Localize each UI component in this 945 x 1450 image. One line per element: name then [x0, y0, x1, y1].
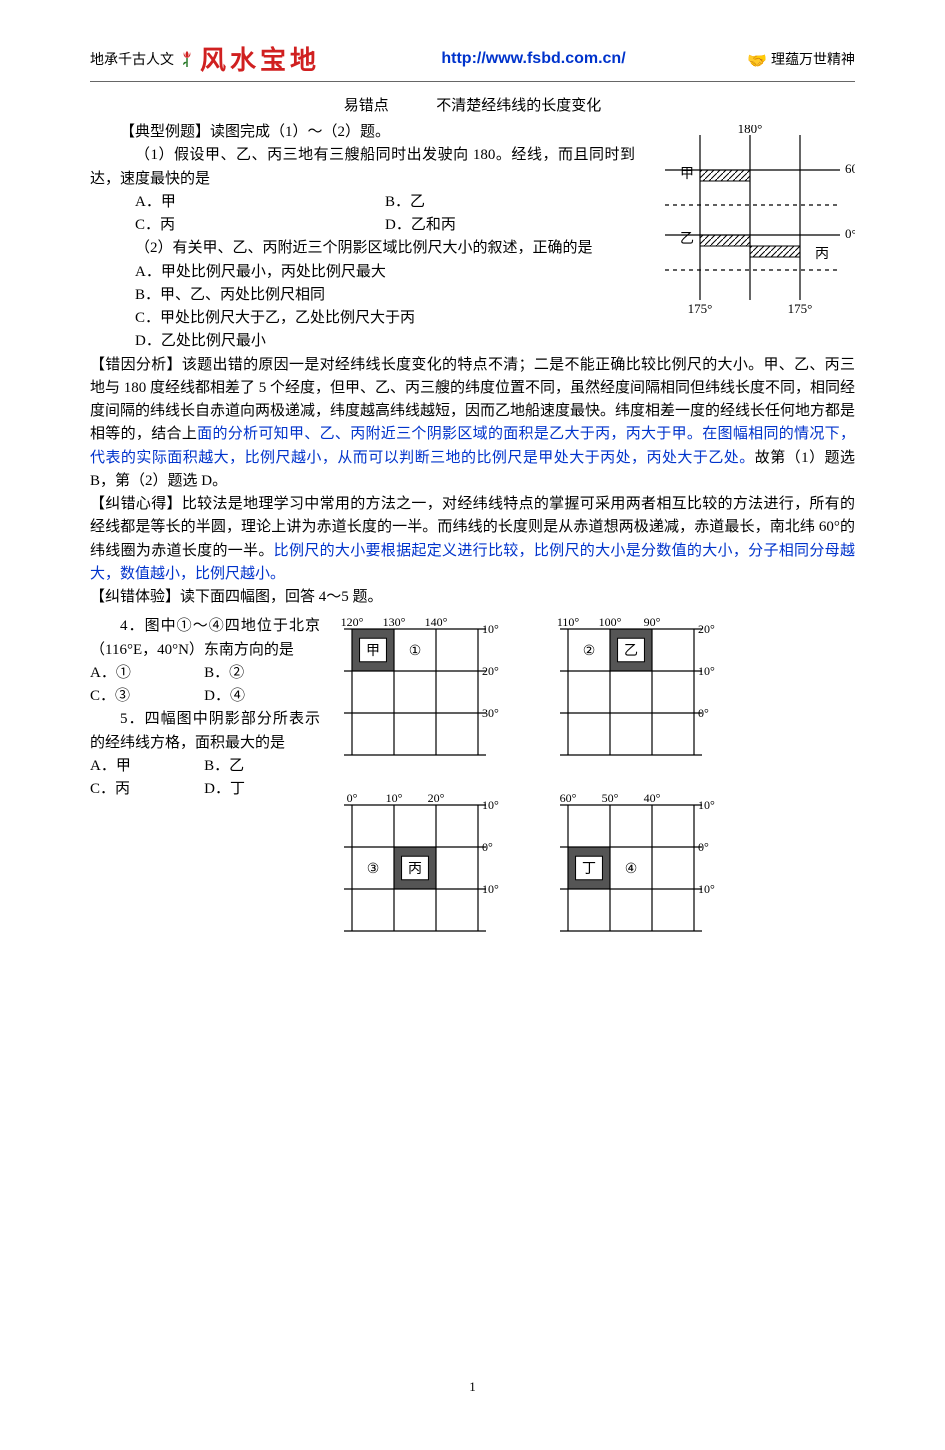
- header-left: 地承千古人文 风水宝地: [90, 40, 320, 77]
- svg-text:110°: 110°: [557, 615, 580, 629]
- mini-chart-c: 0° 10° 20° 10° 0° 10° 丙 ③: [332, 791, 508, 937]
- svg-text:②: ②: [583, 644, 596, 659]
- q2-opt-b: B．甲、乙、丙处比例尺相同: [90, 284, 635, 307]
- mini-chart-a: 120° 130° 140° 10° 20° 30° 甲 ①: [332, 615, 508, 761]
- svg-text:50°: 50°: [602, 791, 619, 805]
- fig1-lat-0: 0°: [845, 226, 855, 241]
- tulip-icon: [180, 49, 194, 69]
- header-right-group: 🤝 理蕴万世精神: [747, 49, 855, 69]
- header-url: http://www.fsbd.com.cn/: [441, 50, 625, 68]
- fig1-label-yi: 乙: [680, 231, 694, 247]
- analysis-label: 【错因分析】: [90, 357, 182, 373]
- handshake-icon: 🤝: [747, 51, 767, 67]
- q2-opt-a: A．甲处比例尺最小，丙处比例尺最大: [90, 261, 635, 284]
- svg-text:120°: 120°: [341, 615, 364, 629]
- svg-text:10°: 10°: [698, 664, 715, 678]
- q4-opt-c: C．③: [90, 685, 200, 708]
- q4-opts-row2: C．③ D．④: [90, 685, 320, 708]
- svg-text:60°: 60°: [560, 791, 577, 805]
- svg-text:0°: 0°: [482, 840, 493, 854]
- q4-opt-d: D．④: [204, 685, 314, 708]
- svg-text:10°: 10°: [482, 622, 499, 636]
- page-number: 1: [90, 1377, 855, 1397]
- svg-text:10°: 10°: [698, 798, 715, 812]
- q2-opt-d: D．乙处比例尺最小: [90, 330, 635, 353]
- fig1-lat-60n: 60°N: [845, 161, 855, 176]
- q5-opt-a: A．甲: [90, 755, 200, 778]
- q2-opt-c: C．甲处比例尺大于乙，乙处比例尺大于丙: [90, 307, 635, 330]
- svg-text:甲: 甲: [366, 644, 380, 659]
- svg-text:20°: 20°: [482, 664, 499, 678]
- svg-text:20°: 20°: [428, 791, 445, 805]
- svg-text:丁: 丁: [582, 862, 596, 877]
- svg-text:④: ④: [625, 862, 638, 877]
- q1-stem: （1）假设甲、乙、丙三地有三艘船同时出发驶向 180。经线，而且同时到达，速度最…: [90, 144, 635, 191]
- q4-opts-row1: A．① B．②: [90, 662, 320, 685]
- q5-stem: 5．四幅图中阴影部分所表示的经纬线方格，面积最大的是: [90, 708, 320, 755]
- svg-text:0°: 0°: [347, 791, 358, 805]
- q5-opts-row2: C．丙 D．丁: [90, 778, 320, 801]
- q2-stem: （2）有关甲、乙、丙附近三个阴影区域比例尺大小的叙述，正确的是: [90, 237, 635, 260]
- logo-text: 风水宝地: [200, 40, 320, 77]
- header-motto-right: 理蕴万世精神: [771, 49, 855, 69]
- svg-text:100°: 100°: [599, 615, 622, 629]
- lesson-title: 易错点 不清楚经纬线的长度变化: [90, 94, 855, 115]
- q4-opt-b: B．②: [204, 662, 314, 685]
- practice-block: 4．图中①～④四地位于北京（116°E，40°N）东南方向的是 A．① B．② …: [90, 615, 855, 937]
- svg-text:③: ③: [367, 862, 380, 877]
- tips-para: 【纠错心得】比较法是地理学习中常用的方法之一，对经纬线特点的掌握可采用两者相互比…: [90, 493, 855, 586]
- q1-opt-b: B．乙: [385, 191, 635, 214]
- q5-opt-b: B．乙: [204, 755, 314, 778]
- svg-text:10°: 10°: [386, 791, 403, 805]
- mini-grid-charts: 120° 130° 140° 10° 20° 30° 甲 ① 110° 100° 90° 20° 10…: [332, 615, 832, 937]
- analysis-para: 【错因分析】该题出错的原因一是对经纬线长度变化的特点不清；二是不能正确比较比例尺…: [90, 354, 855, 494]
- svg-text:10°: 10°: [482, 798, 499, 812]
- svg-text:30°: 30°: [482, 706, 499, 720]
- tips-label: 【纠错心得】: [90, 496, 182, 512]
- fig1-lon-br: 175°: [788, 301, 813, 315]
- mini-chart-d: 60° 50° 40° 10° 0° 10° 丁 ④: [548, 791, 724, 937]
- mini-chart-b: 110° 100° 90° 20° 10° 0° 乙 ②: [548, 615, 724, 761]
- practice-label: 【纠错体验】读下面四幅图，回答 4～5 题。: [90, 586, 855, 609]
- fig1-lon-bl: 175°: [688, 301, 713, 315]
- fig1-label-bing: 丙: [815, 247, 829, 262]
- figure-1: 180° 60°N 0° 甲 乙 丙 175° 175°: [645, 125, 855, 315]
- example-block: 【典型例题】读图完成（1）～（2）题。 （1）假设甲、乙、丙三地有三艘船同时出发…: [90, 121, 635, 354]
- header-motto-left: 地承千古人文: [90, 49, 174, 69]
- fig1-lon-top: 180°: [738, 125, 763, 136]
- q5-opts-row1: A．甲 B．乙: [90, 755, 320, 778]
- example-intro: 【典型例题】读图完成（1）～（2）题。: [90, 121, 635, 144]
- svg-text:①: ①: [409, 644, 422, 659]
- q5-opt-c: C．丙: [90, 778, 200, 801]
- q1-opt-d: D．乙和丙: [385, 214, 635, 237]
- title-part-b: 不清楚经纬线的长度变化: [436, 98, 601, 114]
- q4-stem: 4．图中①～④四地位于北京（116°E，40°N）东南方向的是: [90, 615, 320, 662]
- svg-text:90°: 90°: [644, 615, 661, 629]
- svg-text:10°: 10°: [698, 882, 715, 896]
- svg-text:丙: 丙: [408, 862, 422, 877]
- title-part-a: 易错点: [344, 98, 389, 114]
- svg-text:20°: 20°: [698, 622, 715, 636]
- svg-text:140°: 140°: [425, 615, 448, 629]
- svg-text:10°: 10°: [482, 882, 499, 896]
- svg-text:0°: 0°: [698, 840, 709, 854]
- q5-opt-d: D．丁: [204, 778, 314, 801]
- q1-opt-a: A．甲: [135, 191, 385, 214]
- svg-text:0°: 0°: [698, 706, 709, 720]
- fig1-label-jia: 甲: [680, 167, 694, 182]
- q1-opt-c: C．丙: [135, 214, 385, 237]
- svg-text:130°: 130°: [383, 615, 406, 629]
- q4-opt-a: A．①: [90, 662, 200, 685]
- q1-options: A．甲 B．乙 C．丙 D．乙和丙: [90, 191, 635, 238]
- analysis-text-blue: 面的分析可知甲、乙、丙附近三个阴影区域的面积是乙大于丙，丙大于甲。在图幅相同的情…: [90, 426, 855, 465]
- svg-text:乙: 乙: [624, 643, 638, 659]
- page-header: 地承千古人文 风水宝地 http://www.fsbd.com.cn/ 🤝 理蕴…: [90, 40, 855, 82]
- svg-text:40°: 40°: [644, 791, 661, 805]
- practice-text: 4．图中①～④四地位于北京（116°E，40°N）东南方向的是 A．① B．② …: [90, 615, 320, 801]
